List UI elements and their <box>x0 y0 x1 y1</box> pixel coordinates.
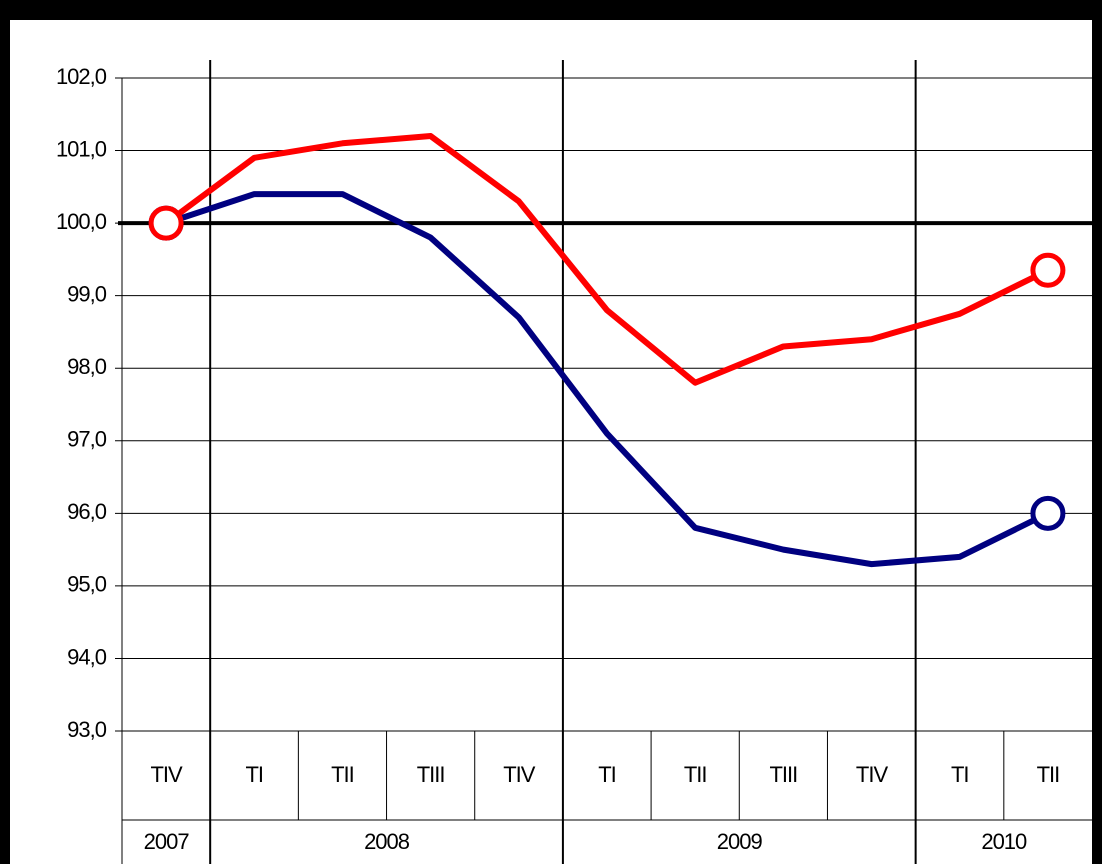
y-tick-label: 99,0 <box>67 281 107 306</box>
group-label: 2009 <box>717 829 763 854</box>
series-line <box>165 191 1050 568</box>
series-line <box>164 133 1050 386</box>
y-tick-label: 94,0 <box>67 644 107 669</box>
x-tick-label: TIII <box>769 762 797 787</box>
y-tick-label: 98,0 <box>67 354 107 379</box>
end-marker <box>148 205 184 241</box>
x-tick-label: TI <box>951 762 969 787</box>
x-tick-label: TII <box>1037 762 1060 787</box>
x-tick-label: TI <box>245 762 263 787</box>
group-label: 2010 <box>981 829 1027 854</box>
y-tick-label: 100,0 <box>56 209 107 234</box>
y-tick-label: 96,0 <box>67 499 107 524</box>
x-tick-label: TIII <box>417 762 445 787</box>
x-tick-label: TIV <box>150 762 183 787</box>
y-tick-label: 97,0 <box>67 427 107 452</box>
x-tick-label: TIV <box>856 762 889 787</box>
x-tick-label: TIV <box>503 762 536 787</box>
y-tick-label: 95,0 <box>67 572 107 597</box>
end-marker <box>1030 252 1066 288</box>
y-tick-label: 101,0 <box>56 136 107 161</box>
x-tick-label: TI <box>598 762 616 787</box>
end-marker <box>1030 495 1066 531</box>
x-tick-label: TII <box>331 762 354 787</box>
y-tick-label: 93,0 <box>67 717 107 742</box>
group-label: 2008 <box>364 829 410 854</box>
x-tick-label: TII <box>684 762 707 787</box>
group-label: 2007 <box>144 829 190 854</box>
plot-background <box>10 20 1092 864</box>
y-tick-label: 102,0 <box>56 64 107 89</box>
